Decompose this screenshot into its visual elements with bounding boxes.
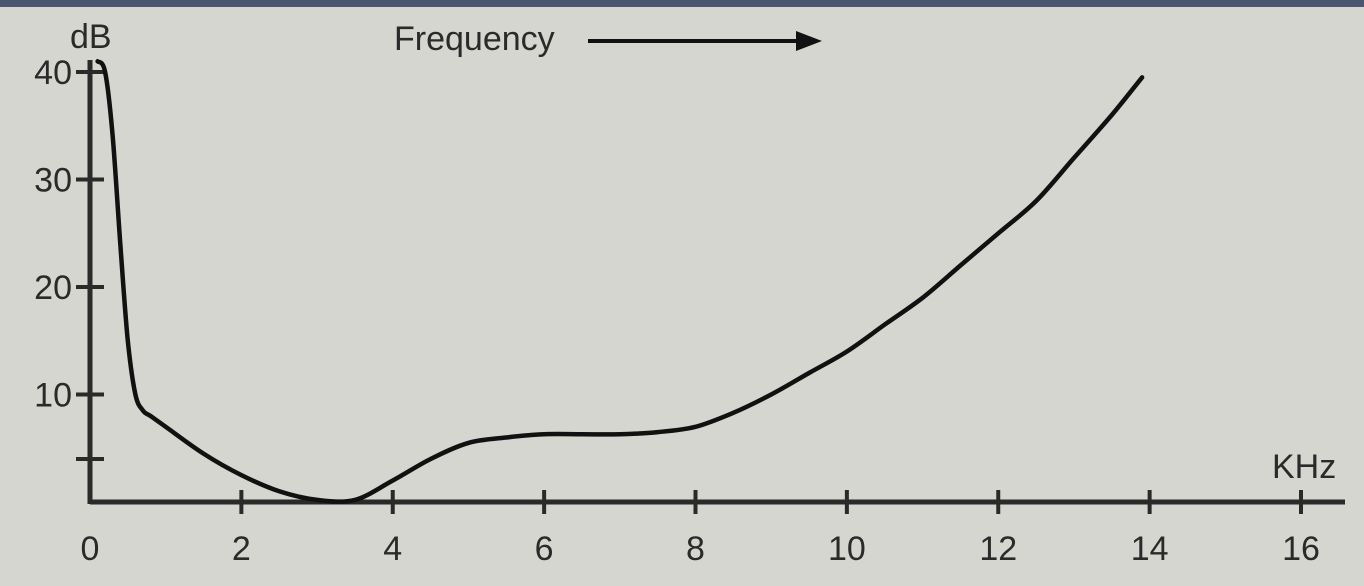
- x-tick-label: 12: [979, 530, 1017, 568]
- x-tick-label: 6: [535, 530, 554, 568]
- axes: [87, 60, 1345, 505]
- x-tick-label: 10: [828, 530, 866, 568]
- window-top-edge: [0, 0, 1364, 7]
- y-tick-label: 30: [34, 162, 72, 200]
- series-line: [95, 59, 1145, 504]
- y-axis-title: dB: [70, 18, 112, 56]
- y-tick-label: 20: [34, 269, 72, 307]
- y-tick-label: 10: [34, 377, 72, 415]
- x-tick-label: 14: [1131, 530, 1169, 568]
- x-tick-label: 2: [232, 530, 251, 568]
- ticks: 0 2 4 6 8 10 12 14 16 10 20 30 40: [34, 54, 1320, 568]
- x-tick-label: 8: [686, 530, 705, 568]
- y-tick-label: 40: [34, 54, 72, 92]
- annotation-arrow-head: [796, 31, 822, 51]
- annotation-label: Frequency: [394, 20, 555, 58]
- x-tick-label: 0: [81, 530, 100, 568]
- x-tick-label: 16: [1282, 530, 1320, 568]
- x-axis-title: KHz: [1272, 448, 1336, 486]
- frequency-annotation: Frequency: [394, 20, 822, 58]
- x-tick-label: 4: [383, 530, 402, 568]
